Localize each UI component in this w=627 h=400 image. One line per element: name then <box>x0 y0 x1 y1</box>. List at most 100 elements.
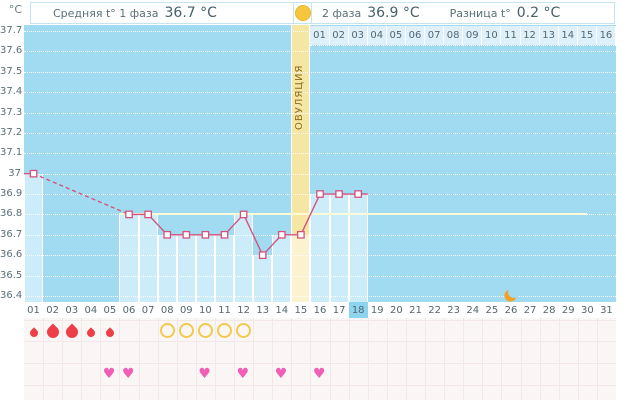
day-cell-22[interactable]: 22 <box>428 304 441 316</box>
intercourse-heart[interactable]: ♥ <box>102 366 116 382</box>
day-cell-06[interactable]: 06 <box>122 304 136 316</box>
phase2-day-cell: 10 <box>482 26 502 45</box>
symbols-grid-vline <box>520 318 522 400</box>
diff-value: 0.2 °C <box>516 5 561 21</box>
day-cell-14[interactable]: 14 <box>275 304 289 316</box>
day-cell-29[interactable]: 29 <box>561 304 575 316</box>
symbols-grid-vline <box>558 318 560 400</box>
day-cell-21[interactable]: 21 <box>409 304 422 316</box>
phase1-summary: Средняя t° 1 фаза 36.7 °C <box>31 5 293 21</box>
fertile-day-circle[interactable] <box>159 323 175 338</box>
temp-point-marker <box>125 210 133 219</box>
day-cell-10[interactable]: 10 <box>199 304 212 316</box>
y-tick-label: 37.2 <box>0 126 23 138</box>
day-cell-18[interactable]: 18 <box>348 302 368 318</box>
day-cell-01[interactable]: 01 <box>27 304 40 316</box>
menstruation-drop[interactable] <box>63 323 81 341</box>
day-cell-23[interactable]: 23 <box>447 304 461 316</box>
phase2-day-cell: 08 <box>444 26 464 45</box>
temp-point-marker <box>297 230 305 239</box>
symbols-grid-vline <box>214 318 216 400</box>
day-cell-13[interactable]: 13 <box>256 304 270 316</box>
day-cell-31[interactable]: 31 <box>600 304 613 316</box>
day-cell-02[interactable]: 02 <box>46 304 59 316</box>
ovulation-temp-bar <box>291 234 311 302</box>
intercourse-heart[interactable]: ♥ <box>198 366 211 382</box>
day-cell-30[interactable]: 30 <box>580 304 594 316</box>
day-cell-19[interactable]: 19 <box>370 304 384 316</box>
symbols-grid-hline <box>24 385 616 386</box>
symbols-grid-vline <box>195 318 197 400</box>
fertile-day-circle[interactable] <box>217 323 233 338</box>
temp-point-marker <box>29 169 38 178</box>
phase2-day-cell: 07 <box>425 26 445 45</box>
temp-point-marker <box>316 190 324 198</box>
day-cell-08[interactable]: 08 <box>160 304 174 316</box>
day-cell-12[interactable]: 12 <box>237 304 250 316</box>
intercourse-heart[interactable]: ♥ <box>236 366 250 382</box>
symbols-grid-vline <box>310 318 312 400</box>
intercourse-heart[interactable]: ♥ <box>274 366 288 382</box>
symbols-grid-hline <box>24 363 616 364</box>
day-cell-17[interactable]: 17 <box>332 304 346 316</box>
intercourse-heart[interactable]: ♥ <box>122 366 135 382</box>
day-cell-26[interactable]: 26 <box>504 304 518 316</box>
symbols-grid: ♥ ♥ ♥ ♥ ♥ ♥ <box>24 318 616 400</box>
symbols-grid-vline <box>596 318 598 400</box>
symbols-grid-vline <box>253 318 255 400</box>
day-cell-04[interactable]: 04 <box>84 304 98 316</box>
phase2-day-cell: 01 <box>310 26 330 45</box>
day-cell-05[interactable]: 05 <box>103 304 117 316</box>
y-tick-label: 37 <box>8 167 21 179</box>
temp-bar <box>176 234 196 302</box>
symbols-grid-vline <box>367 318 369 400</box>
phase2-day-cell: 06 <box>405 26 426 45</box>
symbols-grid-vline <box>100 318 102 400</box>
day-cell-20[interactable]: 20 <box>390 304 403 316</box>
day-cell-25[interactable]: 25 <box>485 304 499 316</box>
phase2-row-underline <box>310 45 616 46</box>
temp-bar <box>253 255 273 302</box>
phase2-label: 2 фаза <box>322 7 362 20</box>
day-cell-03[interactable]: 03 <box>65 304 79 316</box>
menstruation-drop[interactable] <box>44 323 62 341</box>
day-cell-27[interactable]: 27 <box>523 304 537 316</box>
fertile-day-circle[interactable] <box>197 323 213 338</box>
temperature-plot: ОВУЛЯЦИЯ 01 02 03 04 05 06 07 08 09 10 11 12 13 14 15 16 <box>24 25 616 302</box>
temp-point-marker <box>354 190 363 198</box>
menstruation-drop[interactable] <box>27 327 40 339</box>
y-tick-label: 37.5 <box>0 65 23 77</box>
phase2-day-cell: 13 <box>539 26 559 45</box>
ovulation-column <box>291 25 311 302</box>
phase1-label: Средняя t° 1 фаза <box>53 7 159 20</box>
symbols-grid-vline <box>119 318 121 400</box>
y-tick-label: 37.7 <box>0 25 23 36</box>
temp-bar <box>272 234 292 302</box>
day-cell-07[interactable]: 07 <box>141 304 155 316</box>
fertile-day-circle[interactable] <box>236 323 252 338</box>
symbols-grid-vline <box>62 318 64 400</box>
temp-bar <box>214 234 235 302</box>
day-cell-28[interactable]: 28 <box>542 304 556 316</box>
phase2-day-cell: 03 <box>348 26 368 45</box>
moon-icon <box>504 286 520 302</box>
menstruation-drop[interactable] <box>85 327 97 339</box>
day-cell-15[interactable]: 15 <box>294 304 308 316</box>
day-cell-16[interactable]: 16 <box>313 304 327 316</box>
phase2-day-cell: 09 <box>463 26 483 45</box>
phase2-day-cell: 16 <box>596 26 616 45</box>
day-cell-11[interactable]: 11 <box>218 304 231 316</box>
ovulation-header-cell <box>293 3 312 23</box>
menstruation-drop[interactable] <box>104 327 116 339</box>
fertile-day-circle[interactable] <box>178 323 194 338</box>
day-cell-24[interactable]: 24 <box>466 304 480 316</box>
symbols-grid-vline <box>138 318 140 400</box>
gridline <box>24 71 616 73</box>
temp-bar <box>310 194 330 302</box>
temp-point-marker <box>277 230 286 239</box>
day-cell-09[interactable]: 09 <box>179 304 193 316</box>
intercourse-heart[interactable]: ♥ <box>313 366 326 382</box>
y-tick-label: 36.6 <box>0 249 23 261</box>
gridline <box>24 92 616 94</box>
symbols-grid-vline <box>43 318 45 400</box>
